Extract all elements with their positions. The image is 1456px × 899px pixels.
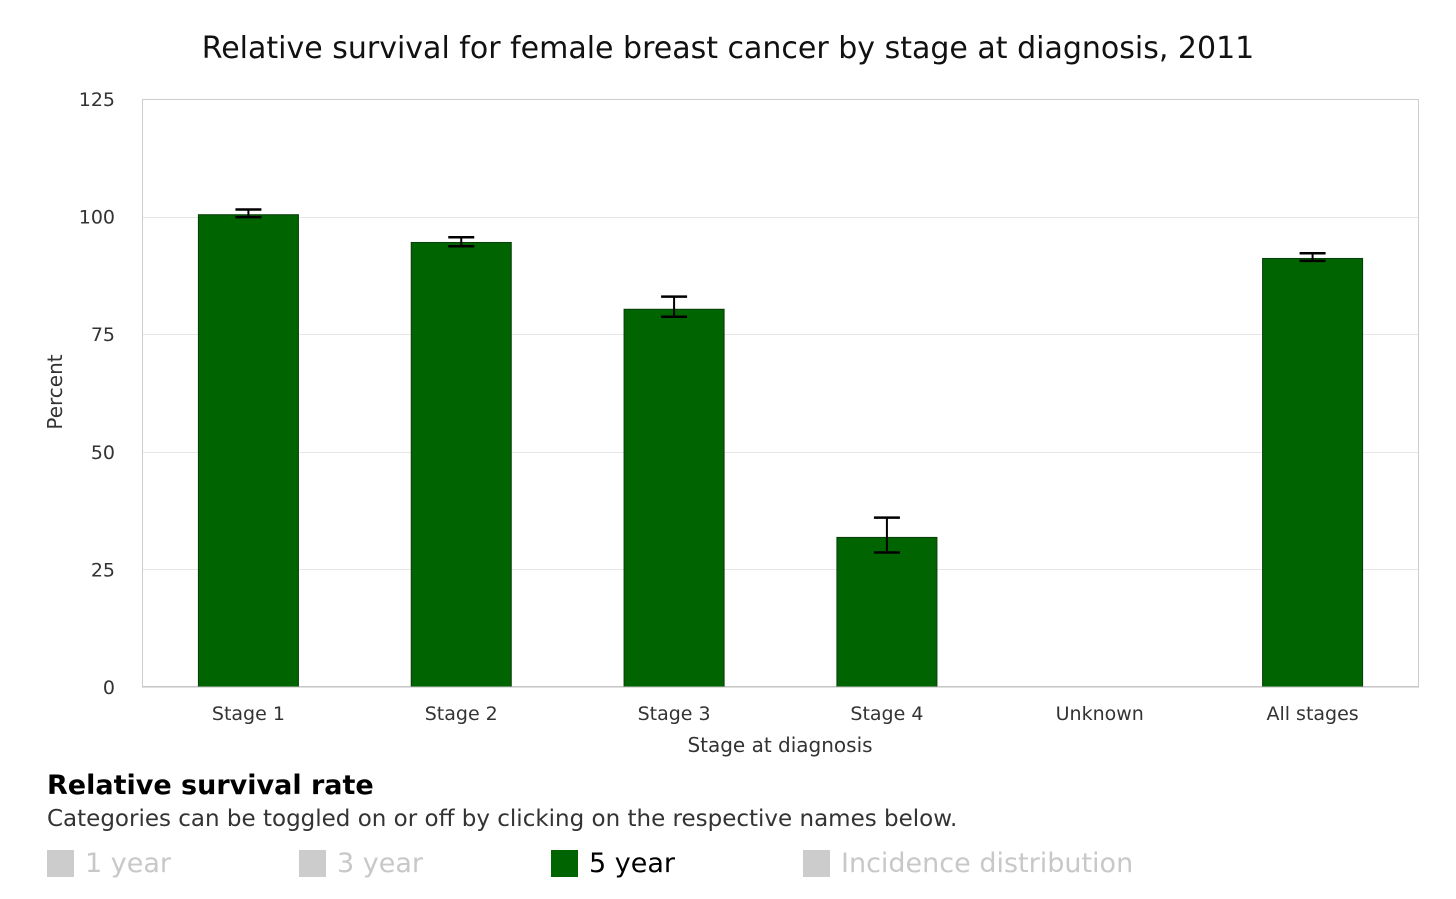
y-tick-label: 125 [79,89,115,111]
error-bar [1299,252,1326,263]
legend-swatch-icon [551,850,578,877]
bar[interactable] [1262,257,1364,688]
y-tick-label: 25 [91,559,115,581]
legend-item-label: 3 year [337,848,423,879]
x-tick-label: Unknown [1056,703,1144,725]
y-tick-label: 100 [79,207,115,229]
bar[interactable] [197,214,299,688]
error-bars [235,208,1326,554]
x-axis-ticks: Stage 1 Stage 2 Stage 3 Stage 4 Unknown All s… [212,703,1359,725]
bar[interactable] [836,536,938,688]
plot-frame [142,99,1419,687]
legend-swatch-icon [299,850,326,877]
y-axis-title: Percent [43,354,67,429]
legend-subtitle: Categories can be toggled on or off by c… [47,806,958,832]
x-tick-label: Stage 1 [212,703,285,725]
x-tick-label: Stage 2 [425,703,498,725]
error-bar [235,208,262,219]
error-bar [873,516,900,554]
y-tick-label: 0 [103,677,115,699]
x-tick-label: Stage 4 [850,703,923,725]
legend-item-label: Incidence distribution [841,848,1134,879]
x-tick-label: Stage 3 [638,703,711,725]
legend-title: Relative survival rate [47,770,374,801]
legend-item-incidence-distribution[interactable]: Incidence distribution [803,848,1133,879]
legend-item-label: 1 year [85,848,171,879]
gridlines [142,99,1419,570]
error-bar [448,236,475,248]
legend-item-3-year[interactable]: 3 year [299,848,423,879]
bar[interactable] [623,308,725,688]
y-tick-label: 50 [91,442,115,464]
legend: Relative survival rate Categories can be… [47,768,1427,888]
legend-swatch-icon [47,850,74,877]
bars [197,214,1364,688]
legend-items: 1 year 3 year 5 year Incidence distribut… [47,848,1427,888]
legend-swatch-icon [803,850,830,877]
chart: Relative survival for female breast canc… [43,31,1419,757]
legend-item-label: 5 year [589,848,675,879]
bar[interactable] [410,241,512,688]
x-tick-label: All stages [1266,703,1358,725]
error-bar [661,295,688,319]
legend-item-5-year[interactable]: 5 year [551,848,675,879]
legend-item-1-year[interactable]: 1 year [47,848,171,879]
x-axis-title: Stage at diagnosis [687,733,872,757]
y-tick-label: 75 [91,324,115,346]
y-axis-ticks: 0 25 50 75 100 125 [79,89,115,699]
chart-title: Relative survival for female breast canc… [202,31,1255,66]
